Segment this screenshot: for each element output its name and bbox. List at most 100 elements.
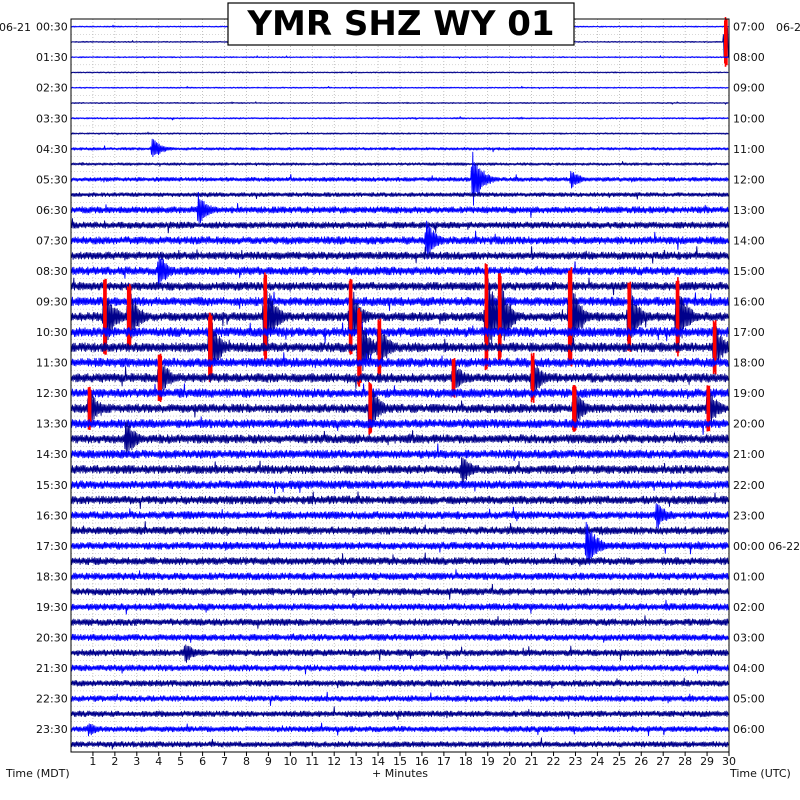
trace-row [70,55,729,60]
x-tick-label: 11 [305,755,319,768]
left-hour-label: 20:30 [36,631,68,644]
trace-row [70,277,729,296]
trace-row [70,599,729,615]
right-hour-label: 20:00 [733,418,765,431]
trace-row [70,691,729,706]
right-hour-label: 14:00 [733,234,765,247]
trace-row [70,569,729,581]
right-hour-labels: 07:00 08:00 09:00 10:00 11:00 12:00 13:00 14:00… [733,21,800,736]
trace-row [70,352,729,369]
right-hour-label: 11:00 [733,143,765,156]
trace-row [70,218,729,234]
right-hour-label: 22:00 [733,479,765,492]
x-tick-label: 10 [283,755,297,768]
left-hour-label: 19:30 [36,601,68,614]
right-hour-label: 09:00 [733,82,765,95]
right-hour-label: 06:00 [733,723,765,736]
x-tick-label: 24 [590,755,604,768]
x-tick-label: 30 [722,755,736,768]
trace-row [70,318,729,384]
x-axis-ticks: 1 2 3 4 5 6 7 8 9 10 11 12 13 14 15 16 17 18 19 20 21 22 23 24 2… [89,752,736,768]
x-tick-label: 27 [656,755,670,768]
trace-row [70,321,729,344]
left-hour-label: 06:30 [36,204,68,217]
trace-row [70,521,729,566]
x-tick-label: 4 [155,755,162,768]
x-tick-label: 18 [459,755,473,768]
right-hour-label: 08:00 [733,51,765,64]
right-hour-label: 10:00 [733,112,765,125]
left-hour-label: 03:30 [36,112,68,125]
right-hour-label: 02:00 [733,601,765,614]
left-hour-label: 11:30 [36,357,68,370]
x-tick-label: 3 [133,755,140,768]
left-hour-label: 01:30 [36,51,68,64]
right-hour-label: 13:00 [733,204,765,217]
trace-row [70,85,729,90]
x-tick-label: 28 [678,755,692,768]
trace-row [70,722,729,737]
trace-row [70,706,729,720]
right-hour-label: 15:00 [733,265,765,278]
right-hour-label: 04:00 [733,662,765,675]
seismic-traces [70,17,729,750]
trace-row [70,633,729,643]
trace-row [70,737,729,750]
trace-row [70,383,729,400]
x-tick-label: 16 [415,755,429,768]
left-hour-label: 00:30 [36,21,68,34]
left-hour-label: 15:30 [36,479,68,492]
left-axis-label: Time (MDT) [5,767,70,780]
trace-row [70,291,729,312]
trace-row [70,71,729,74]
trace-row [70,131,729,136]
left-hour-label: 12:30 [36,387,68,400]
trace-row [70,552,729,567]
trace-row [70,101,729,105]
right-hour-label: 16:00 [733,296,765,309]
left-hour-label: 14:30 [36,448,68,461]
left-hour-label: 13:30 [36,418,68,431]
trace-row [70,664,729,675]
right-hour-label: 21:00 [733,448,765,461]
x-tick-label: 6 [199,755,206,768]
right-hour-label: 05:00 [733,693,765,706]
x-tick-label: 9 [265,755,272,768]
left-date-label: 06-21 [0,21,31,34]
x-tick-label: 15 [393,755,407,768]
trace-row [70,457,729,485]
right-date-label: 06-21 [776,21,800,34]
trace-row [70,521,729,537]
trace-row [70,151,729,206]
x-axis-label: + Minutes [372,767,428,780]
x-tick-label: 23 [568,755,582,768]
left-hour-label: 08:30 [36,265,68,278]
right-hour-label: 12:00 [733,173,765,186]
right-hour-label: 01:00 [733,570,765,583]
x-tick-label: 21 [525,755,539,768]
trace-row [70,420,729,458]
x-tick-label: 5 [177,755,184,768]
x-tick-label: 7 [221,755,228,768]
left-hour-label: 09:30 [36,296,68,309]
left-hour-label: 17:30 [36,540,68,553]
trace-row [70,354,729,397]
x-tick-label: 20 [503,755,517,768]
right-hour-label: 17:00 [733,326,765,339]
title-box [227,2,575,46]
trace-row [70,677,729,689]
trace-row [70,644,729,663]
right-axis-label: Time (UTC) [729,767,791,780]
trace-row [70,255,729,287]
trace-row [70,615,729,629]
right-hour-label: 23:00 [733,509,765,522]
x-tick-label: 2 [111,755,118,768]
x-tick-label: 8 [243,755,250,768]
trace-row [70,116,729,121]
trace-row [70,491,729,510]
trace-row [70,161,729,167]
trace-row [70,383,729,433]
trace-row [70,138,729,157]
trace-row [70,479,729,494]
